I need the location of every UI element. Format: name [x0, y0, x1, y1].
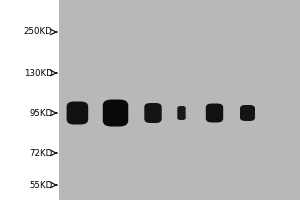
- Text: 130KD: 130KD: [24, 68, 52, 77]
- Bar: [58, 0, 300, 200]
- Text: 55KD: 55KD: [29, 180, 52, 190]
- FancyBboxPatch shape: [206, 103, 223, 122]
- FancyBboxPatch shape: [177, 106, 186, 120]
- FancyBboxPatch shape: [240, 105, 255, 121]
- FancyBboxPatch shape: [103, 100, 128, 127]
- Text: 250KD: 250KD: [24, 27, 52, 36]
- Text: 95KD: 95KD: [29, 108, 52, 117]
- FancyBboxPatch shape: [144, 103, 162, 123]
- Text: 72KD: 72KD: [29, 148, 52, 158]
- FancyBboxPatch shape: [67, 102, 88, 124]
